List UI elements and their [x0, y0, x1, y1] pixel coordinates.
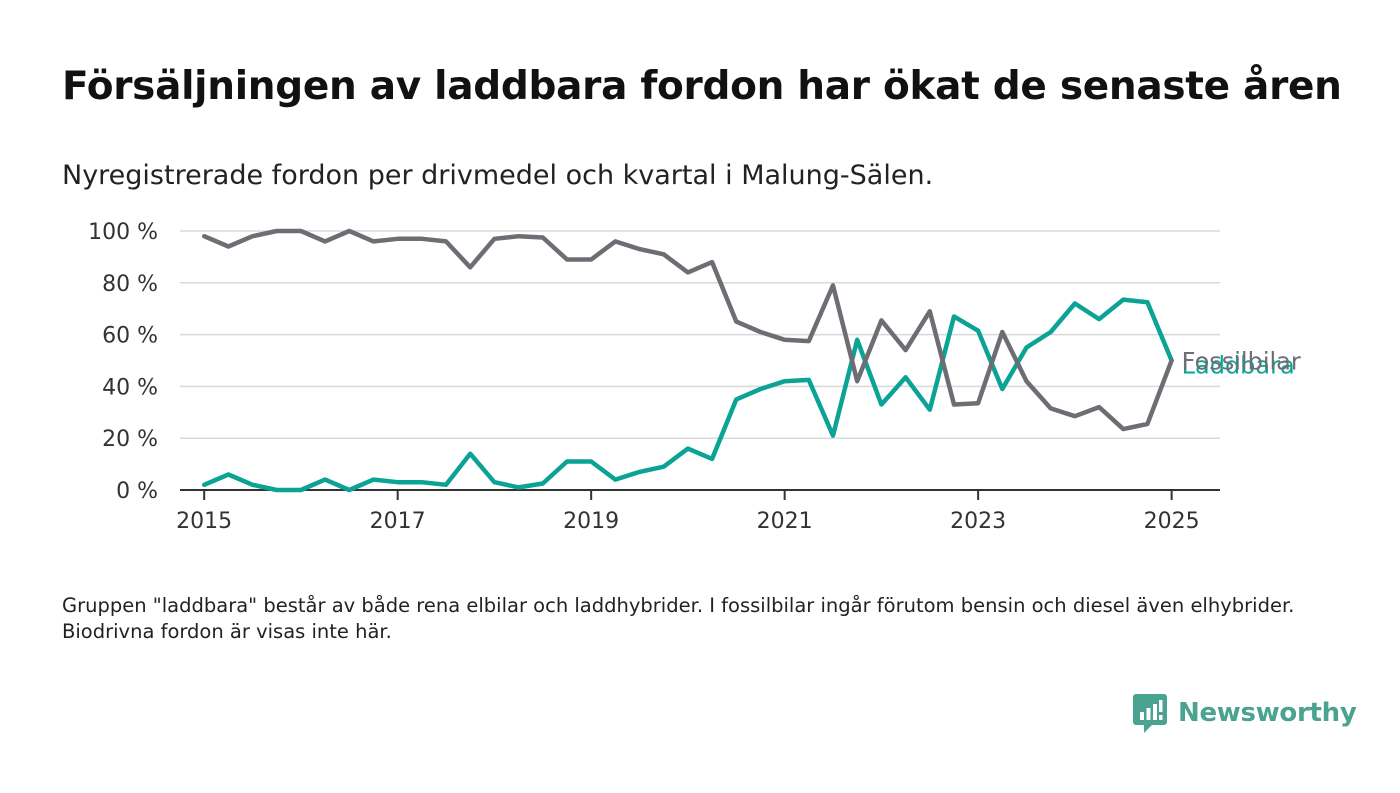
x-tick-label: 2023	[950, 509, 1006, 534]
chart-subtitle: Nyregistrerade fordon per drivmedel och …	[62, 160, 934, 191]
y-tick-label: 80 %	[102, 272, 158, 297]
chart-title: Försäljningen av laddbara fordon har öka…	[62, 64, 1342, 109]
y-tick-label: 20 %	[102, 427, 158, 452]
x-tick-label: 2019	[563, 509, 619, 534]
series-lines	[201, 228, 1174, 493]
series-line-fossilbilar	[201, 228, 1174, 432]
series-label-fossilbilar: Fossilbilar	[1182, 348, 1301, 376]
x-tick-label: 2021	[757, 509, 813, 534]
brand[interactable]: Newsworthy	[1132, 692, 1357, 734]
x-tick-label: 2017	[370, 509, 426, 534]
x-axis: 2015 2017 2019 2021 2023 2025	[176, 489, 1220, 534]
y-tick-label: 40 %	[102, 375, 158, 400]
x-tick-label: 2025	[1144, 509, 1200, 534]
gridlines	[180, 230, 1220, 439]
line-chart: 0 % 20 % 40 % 60 % 80 % 100 % 2015 2017 2019 202…	[88, 220, 1301, 534]
footnote: Gruppen "laddbara" består av både rena e…	[62, 594, 1295, 643]
brand-name: Newsworthy	[1178, 698, 1357, 728]
y-tick-label: 100 %	[88, 220, 158, 245]
x-tick-label: 2015	[176, 509, 232, 534]
y-axis: 0 % 20 % 40 % 60 % 80 % 100 %	[88, 220, 158, 504]
newsworthy-logo-icon	[1133, 694, 1167, 733]
series-label-laddbara: Laddbara	[1182, 352, 1295, 380]
y-tick-label: 60 %	[102, 324, 158, 349]
y-tick-label: 0 %	[116, 479, 158, 504]
series-line-laddbara	[201, 297, 1174, 493]
